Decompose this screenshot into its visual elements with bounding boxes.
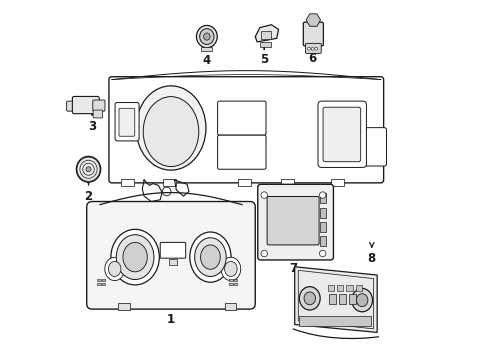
- Ellipse shape: [73, 96, 82, 107]
- FancyBboxPatch shape: [303, 22, 323, 46]
- Bar: [102, 283, 105, 285]
- Bar: [346, 285, 352, 291]
- Ellipse shape: [203, 33, 210, 40]
- FancyBboxPatch shape: [266, 197, 319, 245]
- Bar: [201, 46, 212, 51]
- FancyBboxPatch shape: [119, 108, 135, 136]
- Ellipse shape: [111, 229, 159, 285]
- Bar: [336, 285, 343, 291]
- Ellipse shape: [351, 288, 372, 312]
- Circle shape: [162, 187, 171, 196]
- Bar: [234, 279, 237, 281]
- FancyBboxPatch shape: [66, 101, 77, 111]
- Bar: [319, 222, 325, 232]
- Bar: [330, 179, 344, 186]
- Bar: [229, 279, 232, 281]
- Bar: [348, 294, 355, 304]
- FancyBboxPatch shape: [217, 135, 265, 169]
- FancyBboxPatch shape: [115, 103, 139, 141]
- Bar: [238, 179, 250, 186]
- Bar: [224, 303, 236, 310]
- Text: 5: 5: [260, 53, 268, 66]
- FancyBboxPatch shape: [93, 110, 102, 118]
- Ellipse shape: [116, 235, 154, 279]
- Text: 2: 2: [84, 190, 92, 203]
- Bar: [319, 208, 325, 218]
- FancyBboxPatch shape: [217, 101, 265, 135]
- Bar: [260, 31, 271, 39]
- FancyBboxPatch shape: [257, 184, 333, 260]
- FancyBboxPatch shape: [93, 100, 105, 111]
- Text: 7: 7: [288, 262, 296, 275]
- Ellipse shape: [199, 29, 214, 44]
- Circle shape: [310, 47, 313, 50]
- Circle shape: [319, 250, 325, 257]
- Polygon shape: [255, 25, 278, 42]
- Bar: [168, 259, 176, 265]
- Bar: [328, 294, 335, 304]
- Bar: [338, 294, 346, 304]
- Circle shape: [261, 192, 267, 198]
- Ellipse shape: [299, 287, 320, 310]
- Bar: [118, 303, 129, 310]
- Ellipse shape: [143, 96, 198, 167]
- Bar: [319, 193, 325, 203]
- FancyBboxPatch shape: [317, 101, 366, 167]
- Circle shape: [314, 47, 317, 50]
- Ellipse shape: [76, 156, 101, 182]
- Ellipse shape: [122, 242, 147, 272]
- Ellipse shape: [108, 261, 121, 276]
- FancyBboxPatch shape: [72, 96, 99, 114]
- Bar: [355, 285, 362, 291]
- Ellipse shape: [194, 238, 226, 276]
- Text: 6: 6: [308, 52, 316, 65]
- FancyBboxPatch shape: [362, 128, 386, 166]
- Ellipse shape: [196, 26, 217, 48]
- FancyBboxPatch shape: [109, 77, 383, 183]
- Ellipse shape: [304, 292, 315, 305]
- Ellipse shape: [224, 261, 237, 276]
- Bar: [281, 179, 293, 186]
- FancyBboxPatch shape: [305, 43, 321, 53]
- Bar: [260, 41, 271, 47]
- Bar: [319, 236, 325, 246]
- Polygon shape: [294, 267, 376, 332]
- Ellipse shape: [136, 86, 205, 170]
- Ellipse shape: [104, 257, 124, 280]
- FancyBboxPatch shape: [160, 242, 185, 258]
- Text: 1: 1: [166, 313, 175, 327]
- Bar: [97, 279, 101, 281]
- Bar: [327, 285, 333, 291]
- Ellipse shape: [189, 232, 230, 282]
- Ellipse shape: [221, 257, 240, 280]
- Bar: [234, 283, 237, 285]
- Bar: [97, 283, 101, 285]
- Circle shape: [261, 250, 267, 257]
- Circle shape: [307, 47, 310, 50]
- Text: 8: 8: [367, 252, 375, 265]
- Text: 4: 4: [203, 54, 210, 67]
- Bar: [298, 316, 371, 326]
- Bar: [229, 283, 232, 285]
- Circle shape: [86, 167, 91, 172]
- Ellipse shape: [200, 245, 220, 269]
- Ellipse shape: [356, 294, 367, 307]
- Bar: [163, 179, 175, 186]
- Bar: [121, 179, 134, 186]
- FancyBboxPatch shape: [86, 202, 255, 309]
- Circle shape: [319, 192, 325, 198]
- Bar: [102, 279, 105, 281]
- FancyBboxPatch shape: [323, 107, 360, 162]
- Text: 3: 3: [88, 120, 96, 133]
